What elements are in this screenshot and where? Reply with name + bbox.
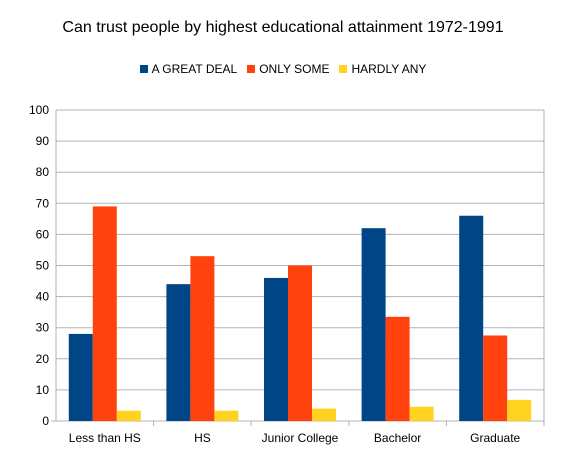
y-tick-label-50: 50	[36, 259, 50, 273]
legend-label-a-great-deal: A GREAT DEAL	[151, 62, 238, 76]
legend-swatch-only-some	[247, 65, 256, 73]
y-tick-label-90: 90	[36, 134, 50, 148]
bar-only-some-2	[288, 265, 312, 421]
bar-hardly-any-3	[409, 406, 434, 421]
y-tick-label-40: 40	[36, 290, 50, 304]
legend-swatch-hardly-any	[339, 65, 348, 73]
legend-label-hardly-any: HARDLY ANY	[351, 62, 427, 76]
x-tick-label-4: Graduate	[470, 431, 520, 445]
bar-only-some-1	[190, 256, 215, 421]
bar-a-great-deal-0	[68, 333, 93, 421]
y-tick-label-60: 60	[36, 227, 50, 241]
x-tick-label-3: Bachelor	[374, 431, 421, 445]
bar-hardly-any-0	[116, 410, 141, 421]
bar-only-some-3	[385, 316, 410, 421]
bar-a-great-deal-1	[166, 284, 191, 421]
bar-hardly-any-4	[507, 399, 532, 421]
chart-title: Can trust people by highest educational …	[62, 19, 504, 36]
bar-only-some-0	[92, 206, 117, 421]
bar-a-great-deal-2	[264, 277, 288, 421]
x-tick-label-0: Less than HS	[69, 431, 141, 445]
legend-label-only-some: ONLY SOME	[259, 62, 330, 76]
y-tick-label-70: 70	[36, 196, 50, 210]
y-tick-label-80: 80	[36, 165, 50, 179]
y-tick-label-100: 100	[29, 103, 49, 117]
bar-hardly-any-2	[312, 408, 336, 421]
legend-item-a-great-deal: A GREAT DEAL	[139, 62, 238, 76]
bar-a-great-deal-4	[459, 215, 484, 421]
legend-item-hardly-any: HARDLY ANY	[339, 62, 426, 76]
x-tick-label-2: Junior College	[262, 431, 339, 445]
bar-a-great-deal-3	[361, 228, 386, 421]
bar-hardly-any-1	[214, 410, 239, 421]
legend-item-only-some: ONLY SOME	[247, 62, 329, 76]
y-tick-label-0: 0	[42, 414, 49, 428]
y-tick-label-20: 20	[36, 352, 50, 366]
bar-only-some-4	[483, 335, 508, 421]
legend: A GREAT DEAL ONLY SOME HARDLY ANY	[0, 62, 566, 76]
x-tick-label-1: HS	[194, 431, 211, 445]
y-tick-label-10: 10	[36, 383, 50, 397]
y-tick-label-30: 30	[36, 321, 50, 335]
legend-swatch-a-great-deal	[139, 65, 148, 73]
